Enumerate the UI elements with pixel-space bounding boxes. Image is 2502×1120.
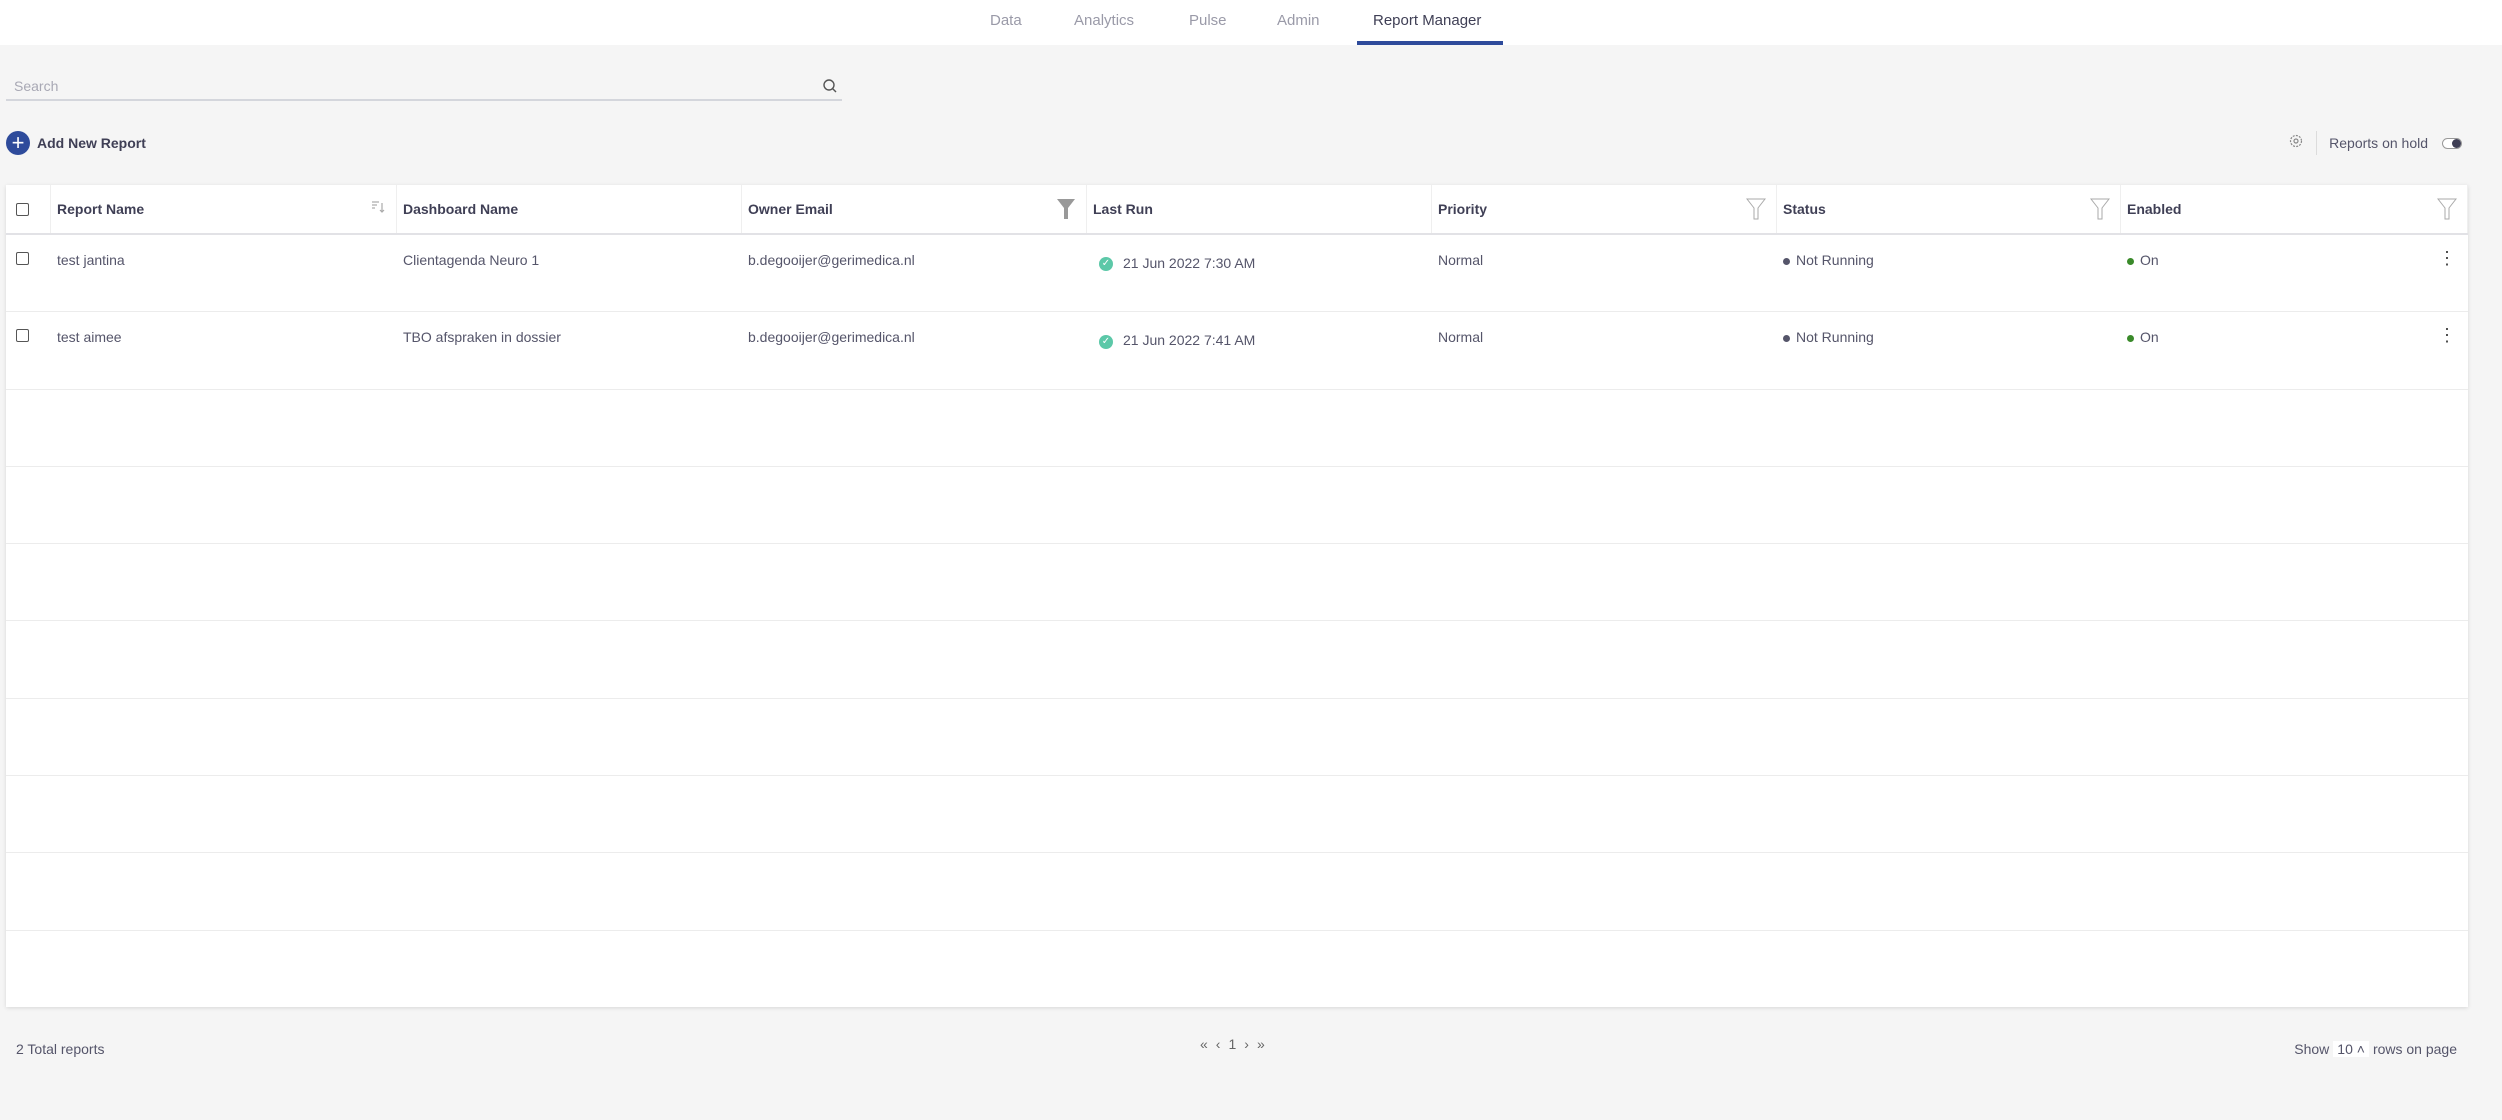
empty-row — [6, 699, 2468, 777]
header-report-name[interactable]: Report Name — [51, 185, 397, 233]
empty-row — [6, 544, 2468, 622]
add-new-report-button[interactable]: + Add New Report — [6, 131, 146, 155]
more-options-icon[interactable]: ⋮ — [2438, 325, 2456, 346]
search-box — [6, 74, 842, 101]
reports-on-hold-label: Reports on hold — [2329, 135, 2428, 151]
header-last-run[interactable]: Last Run — [1087, 185, 1432, 233]
success-check-icon: ✓ — [1099, 257, 1113, 272]
show-label: Show — [2294, 1041, 2330, 1057]
empty-row — [6, 853, 2468, 931]
header-label: Dashboard Name — [403, 201, 519, 217]
success-check-icon: ✓ — [1099, 334, 1113, 349]
enabled-value: On — [2140, 329, 2159, 346]
header-dashboard-name[interactable]: Dashboard Name — [397, 185, 742, 233]
toolbar-right: Reports on hold — [2288, 130, 2462, 156]
status-dot-icon — [1783, 335, 1790, 343]
more-options-icon[interactable]: ⋮ — [2438, 248, 2456, 268]
header-status[interactable]: Status — [1777, 185, 2121, 233]
header-owner-email[interactable]: Owner Email — [742, 185, 1087, 233]
first-page-button[interactable]: « — [1200, 1036, 1208, 1052]
header-priority[interactable]: Priority — [1432, 185, 1777, 233]
header-label: Owner Email — [748, 201, 833, 217]
table-header: Report Name Dashboard Name Owner Email L… — [6, 185, 2468, 235]
priority: Normal — [1438, 252, 1484, 268]
header-label: Enabled — [2127, 201, 2182, 217]
sort-icon[interactable] — [370, 198, 386, 217]
last-run-value: 21 Jun 2022 7:30 AM — [1123, 255, 1256, 271]
owner-email: b.degooijer@gerimedica.nl — [748, 252, 915, 268]
tab-analytics[interactable]: Analytics — [1074, 12, 1135, 29]
status: Not Running — [1777, 312, 2121, 388]
current-page[interactable]: 1 — [1228, 1036, 1237, 1052]
rows-on-page-label: rows on page — [2372, 1041, 2457, 1057]
header-label: Status — [1783, 201, 1826, 217]
tab-pulse[interactable]: Pulse — [1189, 12, 1227, 29]
row-select-cell — [6, 312, 51, 388]
status-dot-icon — [1783, 257, 1790, 265]
dashboard-name: Clientagenda Neuro 1 — [403, 252, 540, 268]
tab-report-manager[interactable]: Report Manager — [1373, 12, 1482, 29]
total-reports: 2 Total reports — [16, 1041, 105, 1057]
filter-icon[interactable] — [2436, 198, 2458, 223]
tab-admin[interactable]: Admin — [1277, 12, 1320, 29]
header-label: Priority — [1438, 201, 1488, 217]
header-label: Last Run — [1093, 201, 1153, 217]
status-value: Not Running — [1796, 252, 1874, 268]
plus-icon: + — [6, 131, 30, 155]
empty-row — [6, 390, 2468, 467]
top-nav: Data Analytics Pulse Admin Report Manage… — [0, 0, 2502, 45]
next-page-button[interactable]: › — [1244, 1036, 1249, 1052]
enabled: On ⋮ — [2121, 235, 2468, 311]
filter-icon[interactable] — [2089, 198, 2111, 223]
divider — [2316, 131, 2318, 155]
empty-row — [6, 931, 2468, 1008]
dashboard-name: TBO afspraken in dossier — [403, 329, 561, 346]
row-checkbox[interactable] — [16, 329, 29, 343]
table-row[interactable]: test aimee TBO afspraken in dossier b.de… — [6, 312, 2468, 390]
last-run: ✓ 21 Jun 2022 7:41 AM — [1087, 312, 1432, 388]
last-run: ✓ 21 Jun 2022 7:30 AM — [1087, 235, 1432, 311]
filter-icon[interactable] — [1745, 198, 1767, 223]
empty-row — [6, 776, 2468, 854]
add-new-report-label: Add New Report — [37, 135, 146, 151]
owner-email: b.degooijer@gerimedica.nl — [748, 329, 915, 346]
priority: Normal — [1438, 329, 1484, 346]
status: Not Running — [1777, 235, 2121, 311]
empty-row — [6, 467, 2468, 545]
reports-on-hold-toggle[interactable] — [2442, 137, 2462, 149]
search-icon[interactable] — [822, 78, 838, 99]
rows-per-page-select[interactable]: 10 ˄ — [2333, 1041, 2369, 1057]
status-value: Not Running — [1796, 329, 1874, 346]
enabled-value: On — [2140, 252, 2159, 268]
enabled-dot-icon — [2127, 335, 2134, 343]
report-name[interactable]: test jantina — [57, 252, 125, 268]
search-input[interactable] — [6, 74, 806, 98]
enabled-dot-icon — [2127, 257, 2134, 265]
select-all-cell — [6, 185, 51, 233]
rows-per-page: Show 10 ˄ rows on page — [2294, 1041, 2457, 1057]
header-label: Report Name — [57, 201, 145, 217]
empty-row — [6, 621, 2468, 699]
table-row[interactable]: test jantina Clientagenda Neuro 1 b.dego… — [6, 235, 2468, 313]
report-name[interactable]: test aimee — [57, 329, 122, 346]
header-enabled[interactable]: Enabled — [2121, 185, 2468, 233]
last-run-value: 21 Jun 2022 7:41 AM — [1123, 332, 1256, 349]
last-page-button[interactable]: » — [1256, 1036, 1265, 1052]
prev-page-button[interactable]: ‹ — [1215, 1036, 1221, 1052]
tab-data[interactable]: Data — [990, 12, 1022, 29]
gear-icon[interactable] — [2288, 133, 2304, 154]
chevron-up-icon: ˄ — [2356, 1041, 2365, 1057]
active-tab-indicator — [1357, 41, 1503, 45]
reports-table: Report Name Dashboard Name Owner Email L… — [6, 185, 2468, 1007]
rows-per-page-value: 10 — [2337, 1041, 2353, 1057]
pagination: « ‹ 1 › » — [1200, 1036, 1265, 1052]
row-checkbox[interactable] — [16, 252, 29, 265]
select-all-checkbox[interactable] — [16, 202, 29, 216]
row-select-cell — [6, 235, 51, 311]
enabled: On ⋮ — [2121, 312, 2468, 388]
filter-active-icon[interactable] — [1056, 198, 1076, 223]
